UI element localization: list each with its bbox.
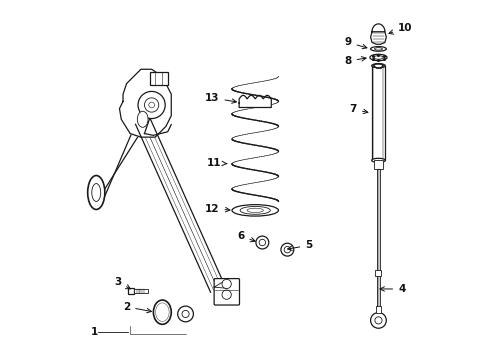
Bar [127,288,134,294]
Circle shape [182,310,189,318]
Text: 6: 6 [237,231,255,242]
Polygon shape [144,118,157,135]
Circle shape [374,317,381,324]
Ellipse shape [371,158,385,162]
Polygon shape [214,282,226,288]
Polygon shape [370,24,386,44]
Ellipse shape [153,300,171,324]
Ellipse shape [373,56,382,59]
Circle shape [222,279,231,289]
Ellipse shape [155,303,169,321]
Ellipse shape [246,208,263,212]
Text: 4: 4 [379,284,405,294]
Ellipse shape [137,111,148,127]
Circle shape [144,98,159,112]
Circle shape [222,290,231,299]
Ellipse shape [87,176,104,210]
Polygon shape [239,95,271,108]
Bar [375,270,381,276]
FancyBboxPatch shape [214,279,239,305]
Ellipse shape [374,48,382,50]
Text: 12: 12 [204,203,229,213]
Circle shape [370,312,386,328]
Ellipse shape [370,46,386,51]
Ellipse shape [371,64,385,68]
Circle shape [177,306,193,322]
Circle shape [259,239,265,246]
Bar [376,306,380,312]
Text: 5: 5 [287,240,312,251]
Ellipse shape [231,204,278,216]
Ellipse shape [369,54,386,61]
Text: 2: 2 [122,302,151,313]
Bar [371,66,385,160]
Circle shape [138,91,165,118]
Text: 9: 9 [344,37,366,49]
Bar [373,160,382,169]
Ellipse shape [157,306,166,319]
Bar [376,169,379,314]
Bar [149,72,167,85]
Text: 8: 8 [344,56,366,66]
Text: 11: 11 [206,158,226,168]
Ellipse shape [373,64,382,68]
Text: 1: 1 [91,327,98,337]
Ellipse shape [92,184,101,202]
Circle shape [281,243,293,256]
Text: 13: 13 [204,93,236,103]
Text: 3: 3 [114,277,130,289]
Polygon shape [119,69,171,137]
Circle shape [255,236,268,249]
Text: 10: 10 [388,23,412,34]
Circle shape [148,102,154,108]
Bar [134,289,147,293]
Polygon shape [135,118,224,292]
Ellipse shape [240,206,270,214]
Circle shape [284,247,290,253]
Text: 7: 7 [349,104,367,114]
